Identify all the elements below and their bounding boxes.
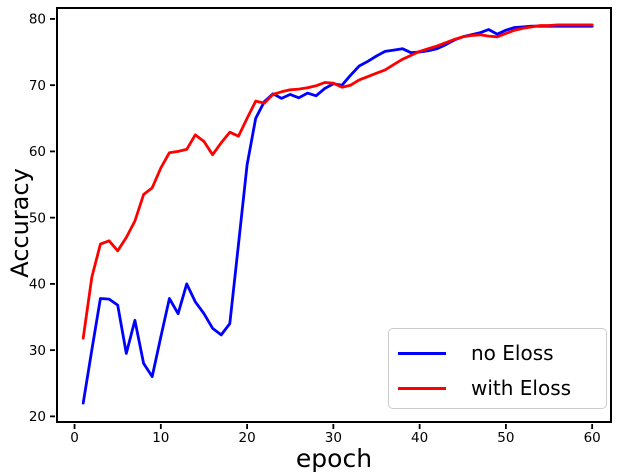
legend-label-with-eloss: with Eloss (471, 376, 572, 400)
x-axis-label: epoch (295, 444, 373, 473)
y-tick-label-70: 70 (29, 78, 46, 94)
legend: no Eloss with Eloss (388, 328, 607, 409)
legend-item-with-eloss: with Eloss (398, 375, 571, 401)
legend-label-no-eloss: no Eloss (471, 341, 554, 365)
x-tick-label-0: 0 (70, 430, 79, 446)
x-tick-label-20: 20 (238, 430, 255, 446)
legend-item-no-eloss: no Eloss (398, 340, 554, 366)
y-tick-label-20: 20 (29, 409, 46, 425)
with-eloss-line-swatch (398, 386, 446, 390)
x-tick-label-30: 30 (325, 430, 342, 446)
no-eloss-line-swatch (398, 351, 446, 355)
y-tick-label-80: 80 (29, 12, 46, 28)
y-tick-label-50: 50 (29, 210, 46, 226)
y-tick-label-40: 40 (29, 277, 46, 293)
y-tick-label-60: 60 (29, 144, 46, 160)
x-tick-label-10: 10 (152, 430, 169, 446)
y-axis-label: Accuracy (6, 168, 34, 278)
series-line-with-eloss (81, 23, 594, 340)
y-tick-label-30: 30 (29, 343, 46, 359)
x-tick-label-50: 50 (497, 430, 514, 446)
axes-frame (56, 7, 612, 423)
x-tick-label-40: 40 (411, 430, 428, 446)
x-tick-label-60: 60 (584, 430, 601, 446)
